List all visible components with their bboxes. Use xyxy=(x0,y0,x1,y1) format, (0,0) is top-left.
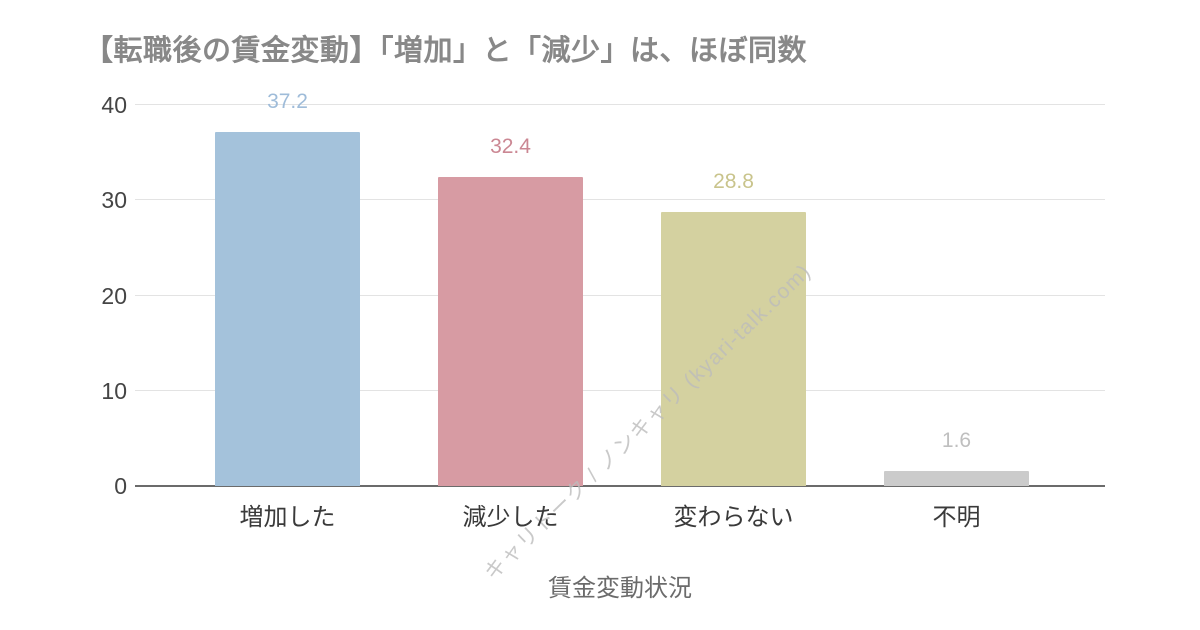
bar xyxy=(215,131,360,486)
bar xyxy=(661,211,806,486)
x-axis-title: 賃金変動状況 xyxy=(548,575,692,602)
x-axis-labels: 増加した 減少した 変わらない 不明 xyxy=(176,497,1068,532)
x-tick-label: 減少した xyxy=(462,504,559,531)
gridline xyxy=(135,389,1105,391)
chart-title: 【転職後の賃金変動】「増加」と「減少」は、ほぼ同数 xyxy=(84,35,808,67)
bar-band: 1.6 xyxy=(845,105,1068,486)
x-axis-line xyxy=(135,485,1105,487)
bar xyxy=(438,177,583,486)
x-tick-label: 不明 xyxy=(932,504,981,531)
bar-value-label: 1.6 xyxy=(941,428,972,452)
y-tick-label: 0 xyxy=(114,473,127,499)
x-tick-label: 変わらない xyxy=(673,504,794,531)
bar-band: 32.4 xyxy=(399,105,622,486)
y-tick-label: 30 xyxy=(101,187,127,214)
bar-value-label: 28.8 xyxy=(713,169,754,193)
bars-container: 37.2 32.4 28.8 1.6 xyxy=(176,90,1068,486)
bar-value-label: 32.4 xyxy=(490,135,531,159)
y-tick-label: 40 xyxy=(101,92,127,118)
gridline xyxy=(135,199,1105,201)
gridline xyxy=(135,104,1105,105)
x-tick-label: 増加した xyxy=(239,504,336,531)
y-tick-label: 10 xyxy=(101,377,127,404)
plot-area: 37.2 32.4 28.8 1.6 キャリトーク / ノンキャリ (kyari-tal… xyxy=(101,90,1105,585)
y-tick-label: 20 xyxy=(101,282,127,309)
bar-band: 28.8 xyxy=(622,105,845,486)
bar xyxy=(884,470,1029,486)
bar-band: 37.2 xyxy=(176,90,399,486)
gridline xyxy=(135,294,1105,296)
bar-value-label: 37.2 xyxy=(267,89,308,113)
